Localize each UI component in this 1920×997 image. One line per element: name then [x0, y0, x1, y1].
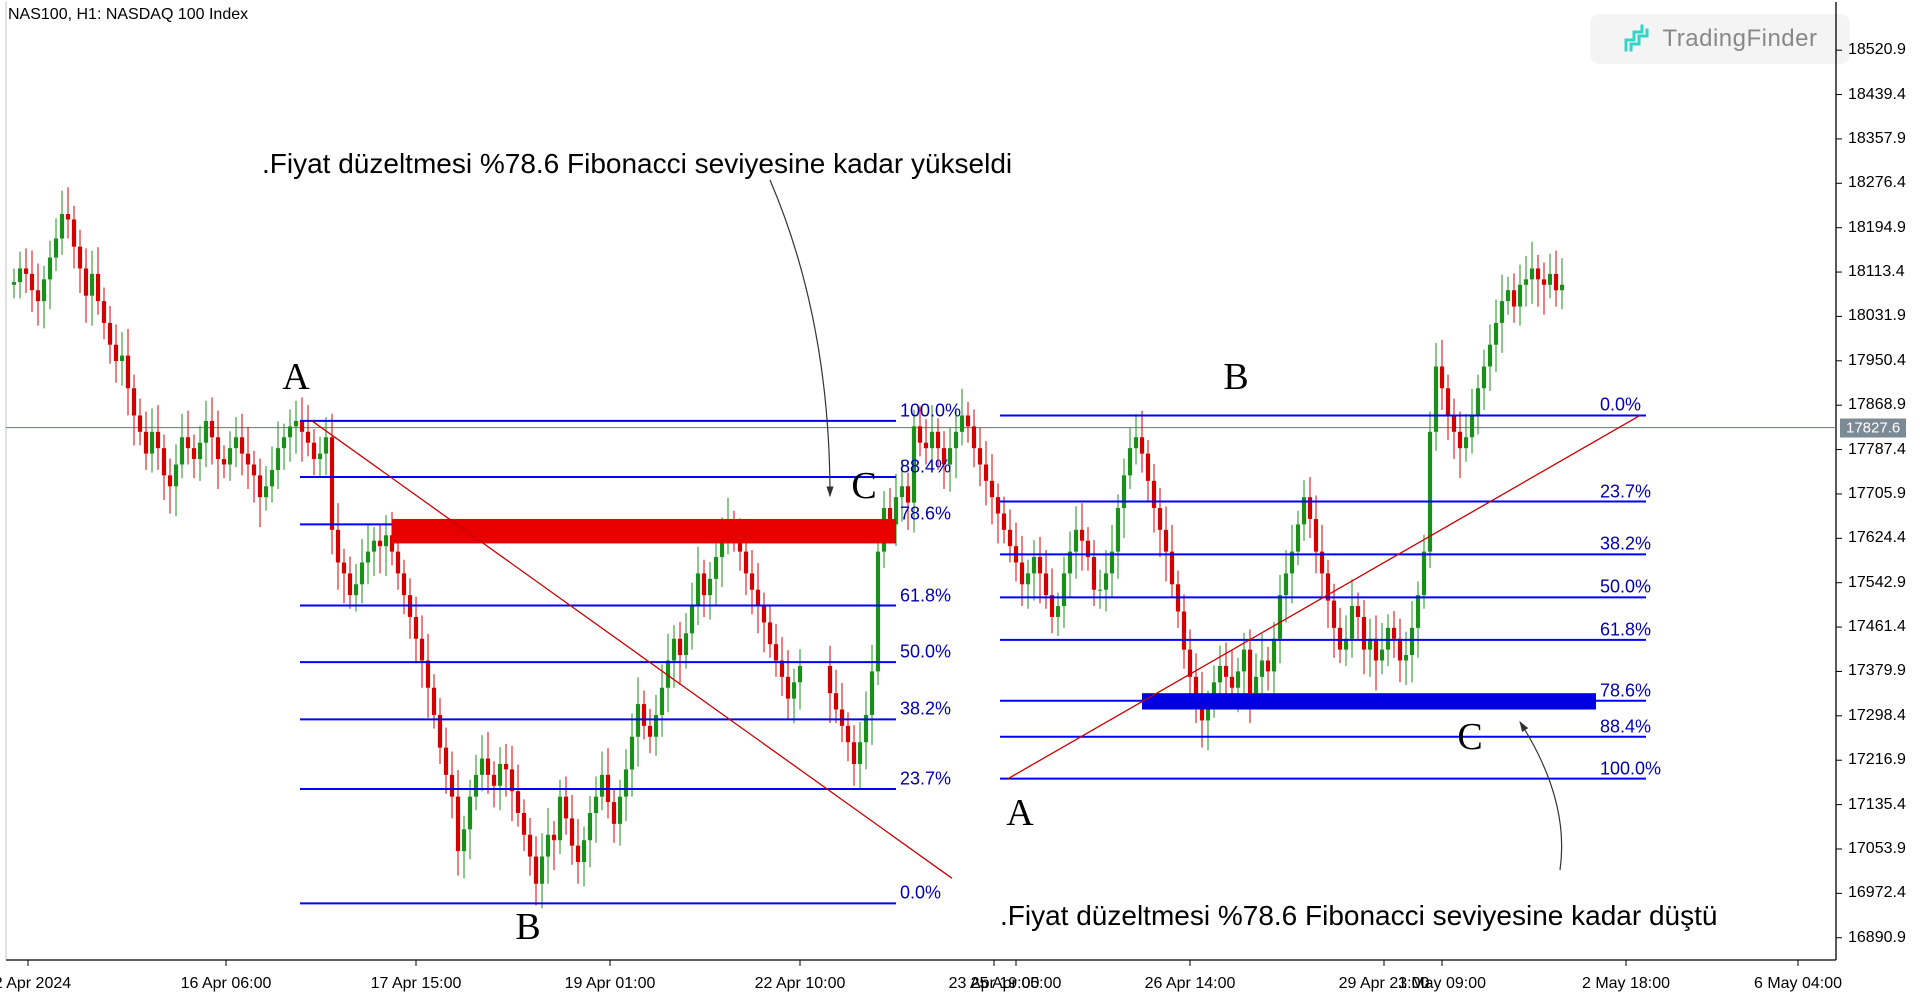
fib-level-label: 78.6%	[900, 504, 951, 525]
fib-level-label: 50.0%	[900, 642, 951, 663]
x-axis-tick-label: 19 Apr 01:00	[565, 975, 656, 993]
wave-point-label: C	[1457, 715, 1482, 759]
y-axis-tick-label: 18194.9	[1848, 219, 1906, 237]
fib-level-label: 50.0%	[1600, 577, 1651, 598]
y-axis-tick-label: 18276.4	[1848, 174, 1906, 192]
y-axis-tick-label: 16890.9	[1848, 929, 1906, 947]
fib-level-label: 61.8%	[900, 585, 951, 606]
wave-point-label: B	[515, 905, 540, 949]
wave-point-label: A	[282, 355, 309, 399]
fib-level-label: 23.7%	[1600, 481, 1651, 502]
wave-point-label: A	[1006, 791, 1033, 835]
x-axis-tick-label: 2 May 18:00	[1582, 975, 1670, 993]
x-axis-tick-label: 22 Apr 10:00	[755, 975, 846, 993]
fib-level-label: 88.4%	[1600, 716, 1651, 737]
fib-level-label: 100.0%	[900, 400, 961, 421]
y-axis-tick-label: 18520.9	[1848, 41, 1906, 59]
x-axis-tick-label: 26 Apr 14:00	[1145, 975, 1236, 993]
y-axis-tick-label: 16972.4	[1848, 884, 1906, 902]
y-axis-tick-label: 17950.4	[1848, 352, 1906, 370]
y-axis-tick-label: 17787.4	[1848, 441, 1906, 459]
x-axis-tick-label: 1 May 09:00	[1398, 975, 1486, 993]
x-axis-tick-label: 6 May 04:00	[1754, 975, 1842, 993]
fib-level-label: 38.2%	[900, 699, 951, 720]
y-axis-tick-label: 18357.9	[1848, 130, 1906, 148]
y-axis-tick-label: 17705.9	[1848, 485, 1906, 503]
x-axis-tick-label: 25 Apr 05:00	[971, 975, 1062, 993]
wave-point-label: B	[1223, 355, 1248, 399]
fib-level-label: 61.8%	[1600, 619, 1651, 640]
x-axis-tick-label: 12 Apr 2024	[0, 975, 71, 993]
y-axis-tick-label: 18031.9	[1848, 307, 1906, 325]
y-axis-tick-label: 17542.9	[1848, 574, 1906, 592]
x-axis-tick-label: 16 Apr 06:00	[181, 975, 272, 993]
y-axis-tick-label: 17135.4	[1848, 796, 1906, 814]
fib-level-label: 38.2%	[1600, 534, 1651, 555]
y-axis-tick-label: 17461.4	[1848, 618, 1906, 636]
y-axis-tick-label: 17868.9	[1848, 396, 1906, 414]
fib-level-label: 23.7%	[900, 769, 951, 790]
fib-level-label: 78.6%	[1600, 680, 1651, 701]
current-price-tag: 17827.6	[1840, 418, 1906, 437]
fib-level-label: 88.4%	[900, 457, 951, 478]
wave-point-label: C	[851, 464, 876, 508]
y-axis-tick-label: 17379.9	[1848, 662, 1906, 680]
fib-level-label: 100.0%	[1600, 758, 1661, 779]
annotation-text: .Fiyat düzeltmesi %78.6 Fibonacci seviye…	[262, 148, 1012, 180]
x-axis-tick-label: 17 Apr 15:00	[371, 975, 462, 993]
y-axis-tick-label: 17053.9	[1848, 840, 1906, 858]
y-axis-tick-label: 17216.9	[1848, 751, 1906, 769]
y-axis-tick-label: 18439.4	[1848, 86, 1906, 104]
y-axis-tick-label: 17624.4	[1848, 529, 1906, 547]
y-axis-tick-label: 18113.4	[1848, 263, 1905, 281]
y-axis-tick-label: 17298.4	[1848, 707, 1906, 725]
fib-level-label: 0.0%	[1600, 395, 1641, 416]
fib-level-label: 0.0%	[900, 883, 941, 904]
annotation-text: .Fiyat düzeltmesi %78.6 Fibonacci seviye…	[1000, 900, 1717, 932]
